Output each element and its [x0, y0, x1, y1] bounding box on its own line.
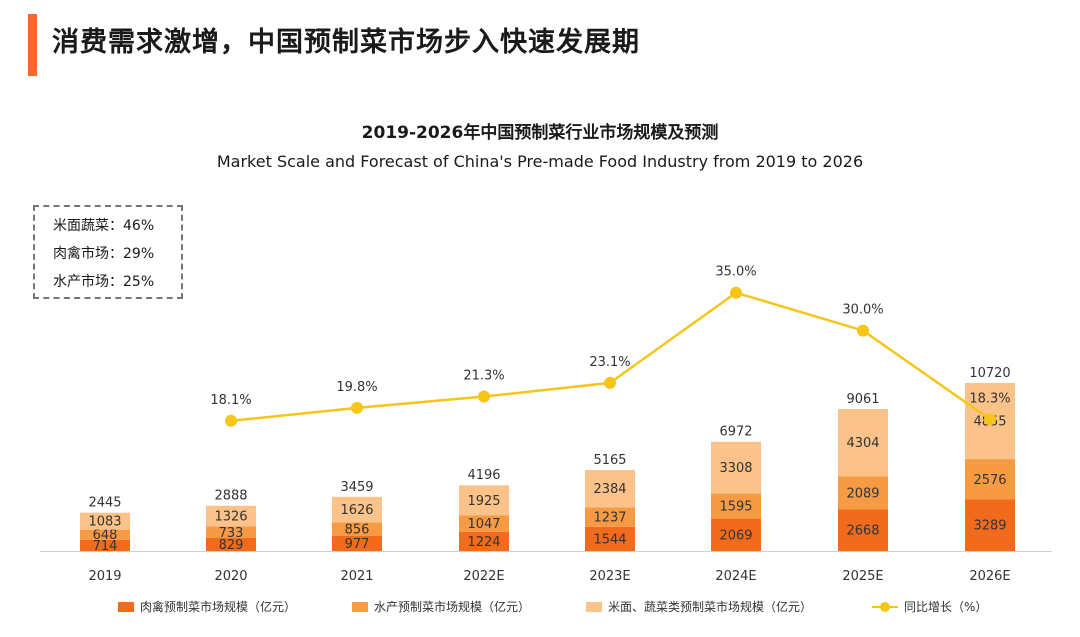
growth-point-2023E — [604, 376, 616, 389]
data-label-meat-2025E: 2668 — [846, 524, 879, 539]
bar-veg-2023E — [585, 470, 635, 508]
total-label-2024E: 6972 — [719, 425, 752, 440]
bar-aquatic-2022E — [459, 515, 509, 532]
bar-meat-2024E — [711, 518, 761, 551]
bar-aquatic-2019 — [80, 529, 130, 540]
bar-meat-2022E — [459, 531, 509, 551]
bar-veg-2020 — [206, 505, 256, 527]
bar-aquatic-2020 — [206, 526, 256, 539]
bar-aquatic-2024E — [711, 493, 761, 519]
legend-swatch-veg — [586, 601, 602, 612]
growth-point-2021 — [351, 401, 363, 414]
chart-subtitle: Market Scale and Forecast of China's Pre… — [216, 152, 864, 171]
data-label-aquatic-2020: 733 — [219, 526, 244, 541]
data-label-meat-2023E: 1544 — [593, 532, 626, 547]
bar-veg-2025E — [838, 408, 888, 477]
data-label-meat-2020: 829 — [219, 538, 244, 553]
data-label-aquatic-2019: 648 — [93, 528, 118, 543]
title-accent-bar — [28, 14, 37, 76]
bar-meat-2023E — [585, 526, 635, 551]
bar-aquatic-2023E — [585, 507, 635, 527]
x-tick-label-2025E: 2025E — [842, 569, 883, 584]
total-label-2025E: 9061 — [846, 392, 879, 407]
data-label-veg-2020: 1326 — [214, 510, 247, 525]
bar-aquatic-2021 — [332, 522, 382, 536]
bar-meat-2026E — [965, 499, 1015, 551]
bar-meat-2019 — [80, 539, 130, 551]
total-label-2026E: 10720 — [969, 366, 1010, 381]
growth-point-2025E — [857, 324, 869, 337]
data-label-aquatic-2023E: 1237 — [593, 511, 626, 526]
data-label-aquatic-2025E: 2089 — [846, 486, 879, 501]
legend-item-growth: 同比增长（%） — [872, 598, 987, 615]
legend-label-aquatic: 水产预制菜市场规模（亿元） — [374, 600, 531, 614]
bar-veg-2022E — [459, 485, 509, 516]
data-label-meat-2019: 714 — [93, 539, 118, 554]
bar-veg-2019 — [80, 512, 130, 530]
legend-swatch-growth — [872, 601, 898, 613]
legend-label-growth: 同比增长（%） — [904, 600, 988, 614]
legend-item-aquatic: 水产预制菜市场规模（亿元） — [352, 598, 530, 615]
bar-meat-2025E — [838, 509, 888, 551]
bar-aquatic-2026E — [965, 459, 1015, 500]
x-tick-label-2024E: 2024E — [715, 569, 756, 584]
legend-label-meat: 肉禽预制菜市场规模（亿元） — [140, 600, 297, 614]
growth-label-2024E: 35.0% — [715, 265, 756, 280]
legend-item-meat: 肉禽预制菜市场规模（亿元） — [118, 598, 296, 615]
x-tick-label-2019: 2019 — [88, 569, 121, 584]
chart-legend: 肉禽预制菜市场规模（亿元） 水产预制菜市场规模（亿元） 米面、蔬菜类预制菜市场规… — [0, 598, 1080, 620]
bar-meat-2020 — [206, 538, 256, 551]
x-tick-label-2023E: 2023E — [589, 569, 630, 584]
legend-swatch-aquatic — [352, 601, 368, 612]
legend-label-veg: 米面、蔬菜类预制菜市场规模（亿元） — [608, 600, 813, 614]
data-label-veg-2023E: 2384 — [593, 482, 626, 497]
growth-point-2020 — [225, 414, 237, 427]
x-tick-label-2020: 2020 — [214, 569, 247, 584]
growth-label-2021: 19.8% — [336, 380, 377, 395]
data-label-meat-2024E: 2069 — [719, 528, 752, 543]
data-label-veg-2021: 1626 — [340, 503, 373, 518]
x-tick-label-2022E: 2022E — [463, 569, 504, 584]
legend-item-veg: 米面、蔬菜类预制菜市场规模（亿元） — [586, 598, 812, 615]
data-label-veg-2025E: 4304 — [846, 436, 879, 451]
data-label-aquatic-2022E: 1047 — [467, 517, 500, 532]
growth-label-2026E: 18.3% — [969, 391, 1010, 406]
data-label-veg-2024E: 3308 — [719, 461, 752, 476]
data-label-veg-2019: 1083 — [88, 515, 121, 530]
growth-label-2020: 18.1% — [210, 393, 251, 408]
slide-title: 消费需求激增，中国预制菜市场步入快速发展期 — [52, 27, 640, 58]
total-label-2022E: 4196 — [467, 468, 500, 483]
growth-label-2022E: 21.3% — [463, 369, 504, 384]
data-label-aquatic-2024E: 1595 — [719, 500, 752, 515]
chart-title: 2019-2026年中国预制菜行业市场规模及预测 — [361, 123, 719, 143]
total-label-2019: 2445 — [88, 496, 121, 511]
growth-label-2025E: 30.0% — [842, 303, 883, 318]
data-label-meat-2026E: 3289 — [973, 519, 1006, 534]
growth-label-2023E: 23.1% — [589, 355, 630, 370]
data-label-aquatic-2021: 856 — [345, 522, 370, 537]
x-tick-label-2026E: 2026E — [969, 569, 1010, 584]
data-label-meat-2022E: 1224 — [467, 535, 500, 550]
bar-veg-2021 — [332, 496, 382, 523]
category-share-box: 米面蔬菜：46% 肉禽市场：29% 水产市场：25% — [33, 205, 183, 299]
growth-point-2024E — [730, 286, 742, 299]
share-aquatic: 水产市场：25% — [53, 274, 155, 290]
data-label-meat-2021: 977 — [345, 537, 370, 552]
total-label-2023E: 5165 — [593, 453, 626, 468]
bar-meat-2021 — [332, 535, 382, 551]
legend-swatch-meat — [118, 601, 134, 612]
data-label-veg-2022E: 1925 — [467, 494, 500, 509]
growth-point-2026E — [984, 413, 996, 426]
growth-point-2022E — [478, 390, 490, 403]
bar-veg-2024E — [711, 441, 761, 494]
x-tick-label-2021: 2021 — [340, 569, 373, 584]
share-meat: 肉禽市场：29% — [53, 246, 155, 262]
total-label-2021: 3459 — [340, 480, 373, 495]
share-veg: 米面蔬菜：46% — [53, 218, 155, 234]
bar-aquatic-2025E — [838, 476, 888, 510]
data-label-aquatic-2026E: 2576 — [973, 473, 1006, 488]
total-label-2020: 2888 — [214, 489, 247, 504]
